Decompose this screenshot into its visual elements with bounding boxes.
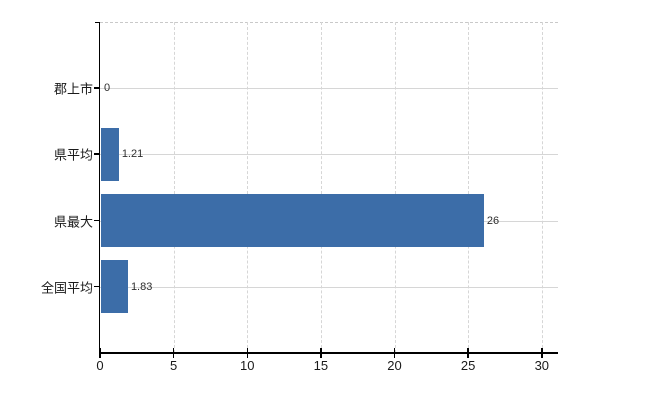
y-axis-tick	[94, 219, 100, 222]
gridline-horizontal	[100, 88, 558, 90]
x-axis-line	[98, 352, 558, 354]
gridline-horizontal	[100, 286, 558, 288]
x-axis-tick	[172, 348, 175, 358]
x-axis-tick	[246, 348, 249, 358]
y-axis-tick	[94, 153, 100, 155]
gridline-horizontal	[100, 154, 558, 156]
bar-value-label: 0	[104, 82, 111, 95]
x-axis-tick	[541, 348, 543, 358]
x-tick-label: 20	[387, 358, 402, 373]
x-tick-label: 25	[460, 358, 476, 373]
x-axis-tick	[99, 348, 101, 358]
bar	[101, 194, 484, 248]
bar	[101, 127, 119, 181]
bar	[101, 260, 128, 314]
gridline-vertical	[320, 22, 322, 353]
y-axis-top-tick	[95, 21, 100, 23]
y-axis-tick	[94, 87, 100, 89]
bar-value-label: 1.83	[130, 280, 153, 293]
bar-value-label: 26	[486, 214, 500, 227]
x-tick-label: 10	[240, 358, 255, 373]
gridline-vertical	[247, 22, 249, 353]
x-axis-tick	[467, 348, 469, 358]
bar-value-label: 1.21	[121, 148, 144, 161]
category-label: 全国平均	[40, 280, 93, 296]
x-tick-label: 15	[313, 358, 329, 373]
y-axis-tick	[94, 285, 100, 288]
y-axis-line	[98, 22, 100, 353]
category-label: 郡上市	[53, 81, 93, 97]
category-label: 県平均	[53, 147, 93, 163]
gridline-vertical	[394, 22, 396, 353]
x-tick-label: 30	[534, 358, 550, 373]
plot-top-border	[100, 22, 558, 23]
category-label: 県最大	[53, 214, 93, 230]
gridline-vertical	[173, 22, 175, 353]
x-tick-label: 0	[96, 358, 104, 373]
x-axis-tick	[320, 348, 322, 358]
gridline-vertical	[468, 22, 470, 353]
x-axis-tick	[393, 348, 396, 358]
x-tick-label: 5	[170, 358, 178, 373]
gridline-vertical	[541, 22, 543, 353]
